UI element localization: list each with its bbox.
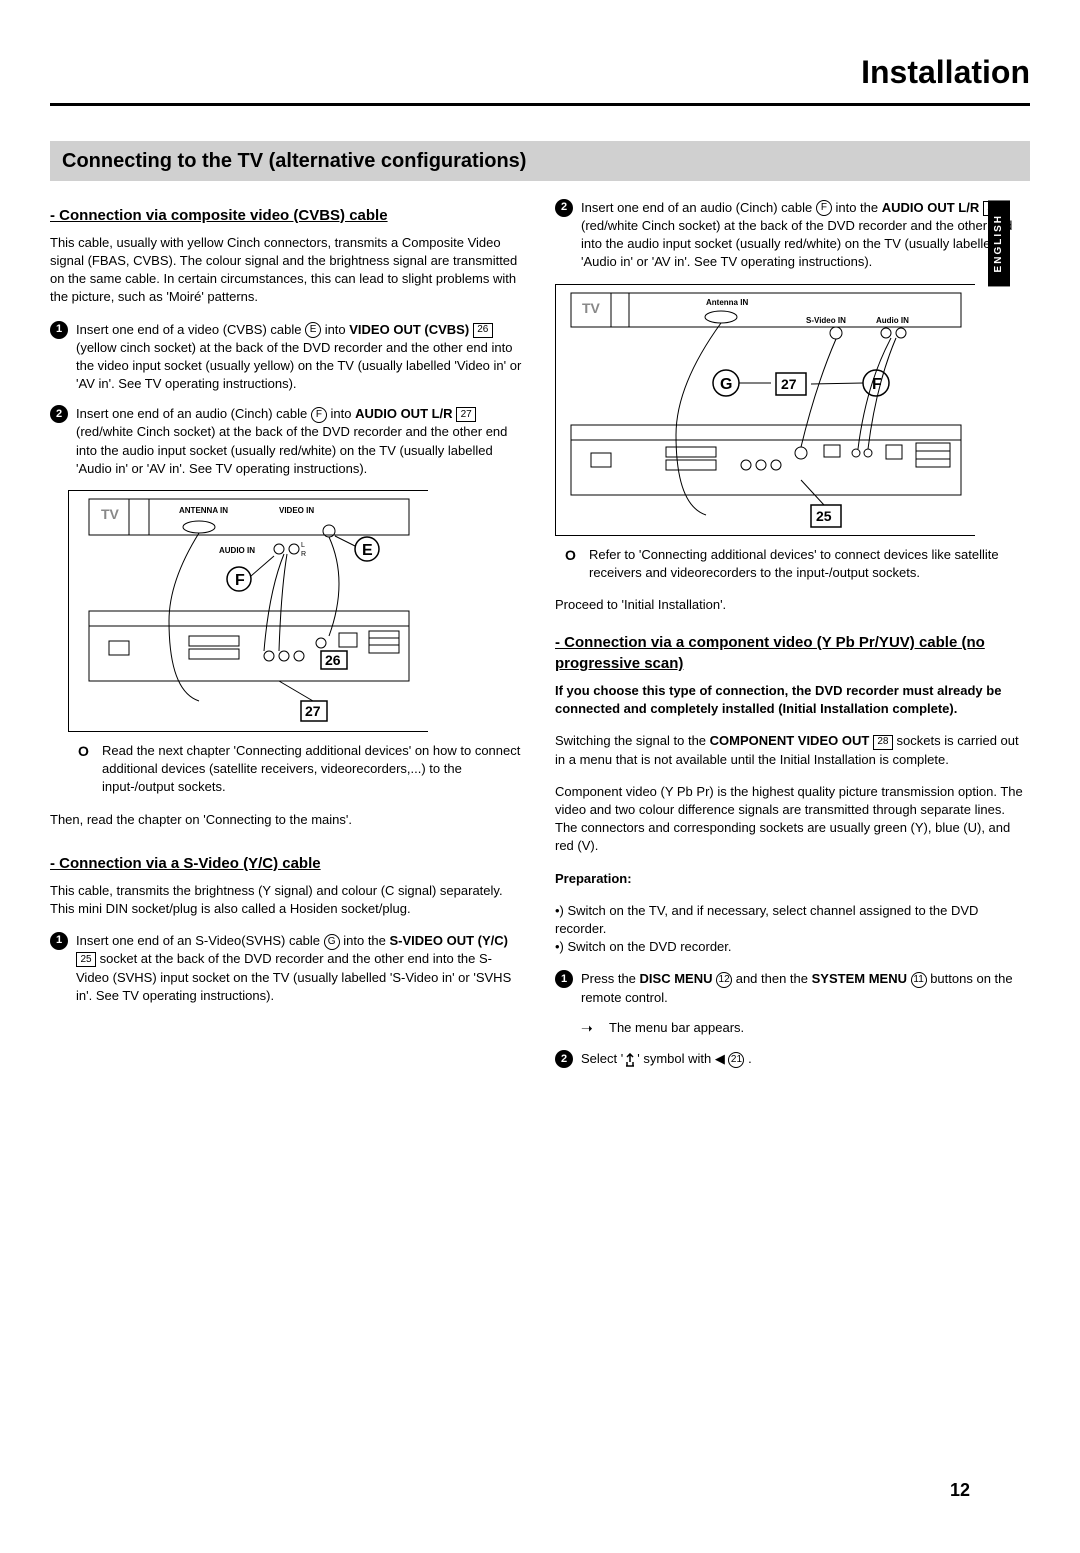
connection-diagram-svideo: TV Antenna IN S-Video IN Audio IN G F 27 xyxy=(555,284,975,536)
step-num-icon: 2 xyxy=(50,405,68,423)
svg-text:G: G xyxy=(720,376,732,393)
language-tab: ENGLISH xyxy=(988,200,1010,286)
para-component-desc: Component video (Y Pb Pr) is the highest… xyxy=(555,783,1030,856)
label-preparation: Preparation: xyxy=(555,870,1030,888)
text: Insert one end of an audio (Cinch) cable xyxy=(76,406,311,421)
tool-icon xyxy=(623,1053,637,1067)
text-bold: DISC MENU xyxy=(640,971,713,986)
step-2-component: 2 Select '' symbol with ◀ 21 . xyxy=(555,1050,1030,1068)
ref-circle-F: F xyxy=(311,407,327,423)
step-2: 2 Insert one end of an audio (Cinch) cab… xyxy=(50,405,525,478)
ref-circle-12: 12 xyxy=(716,972,732,988)
note-bullet-icon: O xyxy=(78,742,92,762)
text-bold: VIDEO OUT (CVBS) xyxy=(349,322,469,337)
svg-text:26: 26 xyxy=(325,652,341,668)
ref-circle-21: 21 xyxy=(728,1052,744,1068)
note-additional-devices-2: O Refer to 'Connecting additional device… xyxy=(565,546,1030,582)
page-title: Installation xyxy=(50,50,1030,95)
section-title: Connecting to the TV (alternative config… xyxy=(62,147,1018,175)
text: socket at the back of the DVD recorder a… xyxy=(76,951,511,1002)
svg-text:S-Video IN: S-Video IN xyxy=(806,316,846,325)
svg-text:TV: TV xyxy=(582,300,601,316)
text: Insert one end of an audio (Cinch) cable xyxy=(581,200,816,215)
ref-box-27: 27 xyxy=(456,407,476,422)
ref-circle-G: G xyxy=(324,934,340,950)
text: into xyxy=(327,406,355,421)
svg-text:Antenna IN: Antenna IN xyxy=(706,298,748,307)
note-bullet-icon: O xyxy=(565,546,579,566)
text: into the xyxy=(340,933,390,948)
text-bold: S-VIDEO OUT (Y/C) xyxy=(390,933,508,948)
svg-text:E: E xyxy=(362,542,373,559)
svg-text:VIDEO IN: VIDEO IN xyxy=(279,506,314,515)
svg-text:L: L xyxy=(301,542,305,549)
section-bar: Connecting to the TV (alternative config… xyxy=(50,141,1030,181)
text: into the xyxy=(832,200,882,215)
text-bold: SYSTEM MENU xyxy=(812,971,907,986)
step-num-icon: 2 xyxy=(555,199,573,217)
page-number: 12 xyxy=(950,1478,970,1503)
text-bold: AUDIO OUT L/R xyxy=(355,406,453,421)
text: Select ' xyxy=(581,1051,623,1066)
svg-text:27: 27 xyxy=(305,703,321,719)
connection-diagram-cvbs: TV ANTENNA IN VIDEO IN AUDIO IN L R E xyxy=(68,490,428,732)
svg-text:27: 27 xyxy=(781,376,797,392)
text: Switching the signal to the xyxy=(555,733,710,748)
para-component-warning: If you choose this type of connection, t… xyxy=(555,682,1030,718)
subheading-cvbs: - Connection via composite video (CVBS) … xyxy=(50,205,525,226)
arrow-icon: ➝ xyxy=(581,1019,599,1039)
svg-text:ANTENNA IN: ANTENNA IN xyxy=(179,506,228,515)
step-2-right: 2 Insert one end of an audio (Cinch) cab… xyxy=(555,199,1030,272)
step-1-component: 1 Press the DISC MENU 12 and then the SY… xyxy=(555,970,1030,1006)
step-1: 1 Insert one end of a video (CVBS) cable… xyxy=(50,321,525,394)
step-num-icon: 1 xyxy=(555,970,573,988)
para-component-switch: Switching the signal to the COMPONENT VI… xyxy=(555,732,1030,768)
text: Insert one end of an S-Video(SVHS) cable xyxy=(76,933,324,948)
text: (yellow cinch socket) at the back of the… xyxy=(76,340,521,391)
text: Press the xyxy=(581,971,640,986)
subheading-svideo: - Connection via a S-Video (Y/C) cable xyxy=(50,853,525,874)
result-line: ➝ The menu bar appears. xyxy=(581,1019,1030,1039)
ref-circle-11: 11 xyxy=(911,972,927,988)
para-svideo-intro: This cable, transmits the brightness (Y … xyxy=(50,882,525,918)
ref-box-28: 28 xyxy=(873,735,893,750)
right-column: 2 Insert one end of an audio (Cinch) cab… xyxy=(555,199,1030,1081)
text: Insert one end of a video (CVBS) cable xyxy=(76,322,305,337)
text: and then the xyxy=(732,971,812,986)
note-text: Read the next chapter 'Connecting additi… xyxy=(102,742,525,797)
svg-text:AUDIO IN: AUDIO IN xyxy=(219,546,255,555)
text-bold: AUDIO OUT L/R xyxy=(882,200,980,215)
svg-text:F: F xyxy=(235,572,245,589)
text: (red/white Cinch socket) at the back of … xyxy=(76,424,507,475)
text: ' symbol with ◀ xyxy=(637,1051,728,1066)
ref-box-26: 26 xyxy=(473,323,493,338)
svg-text:R: R xyxy=(301,551,306,558)
step-num-icon: 1 xyxy=(50,321,68,339)
prep-item-2: •) Switch on the DVD recorder. xyxy=(555,938,1030,956)
svg-text:Audio IN: Audio IN xyxy=(876,316,909,325)
text: (red/white Cinch socket) at the back of … xyxy=(581,218,1012,269)
ref-box-25: 25 xyxy=(76,952,96,967)
text-bold: COMPONENT VIDEO OUT xyxy=(710,733,870,748)
ref-circle-F: F xyxy=(816,200,832,216)
svg-text:25: 25 xyxy=(816,508,832,524)
para-cvbs-intro: This cable, usually with yellow Cinch co… xyxy=(50,234,525,307)
step-num-icon: 2 xyxy=(555,1050,573,1068)
svg-text:TV: TV xyxy=(101,506,120,522)
page-header: Installation xyxy=(50,50,1030,106)
left-column: - Connection via composite video (CVBS) … xyxy=(50,199,525,1081)
para-mains: Then, read the chapter on 'Connecting to… xyxy=(50,811,525,829)
note-text: Refer to 'Connecting additional devices'… xyxy=(589,546,1030,582)
ref-circle-E: E xyxy=(305,322,321,338)
subheading-component: - Connection via a component video (Y Pb… xyxy=(555,632,1030,674)
step-1-svideo: 1 Insert one end of an S-Video(SVHS) cab… xyxy=(50,932,525,1005)
step-num-icon: 1 xyxy=(50,932,68,950)
para-proceed: Proceed to 'Initial Installation'. xyxy=(555,596,1030,614)
prep-item-1: •) Switch on the TV, and if necessary, s… xyxy=(555,902,1030,938)
text: into xyxy=(321,322,349,337)
note-additional-devices: O Read the next chapter 'Connecting addi… xyxy=(78,742,525,797)
text: The menu bar appears. xyxy=(609,1019,744,1037)
